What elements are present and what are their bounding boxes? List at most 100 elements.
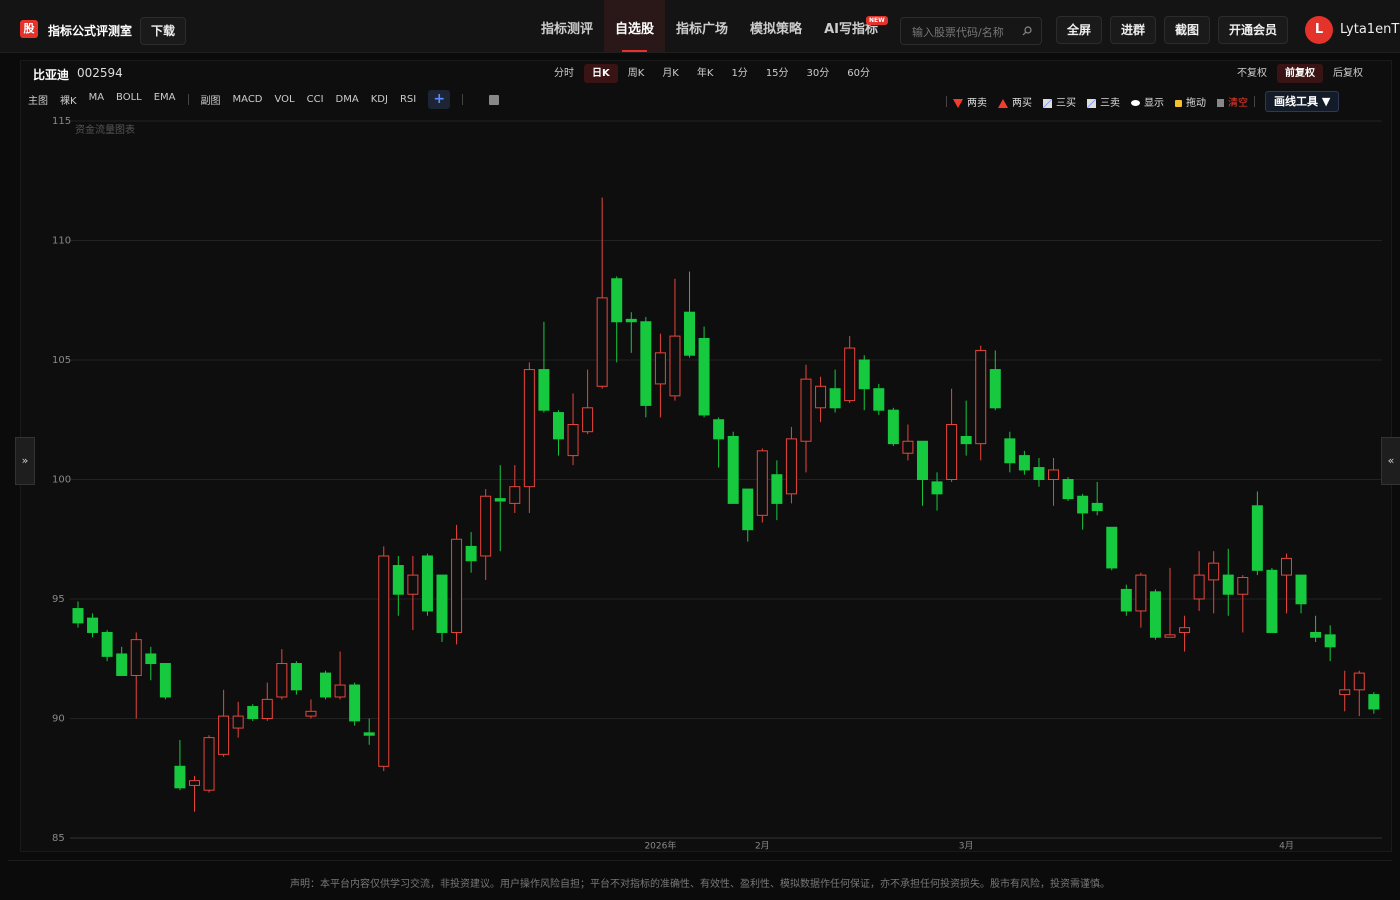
draw-tool-button[interactable]: 画线工具 ▼ [1265, 91, 1340, 112]
candle-body [742, 488, 754, 531]
period-tab[interactable]: 分时 [554, 68, 574, 79]
stock-code: 002594 [77, 66, 123, 80]
nav-item[interactable]: 指标测评 [541, 22, 594, 37]
candle-body [87, 617, 99, 633]
adjust-tabs: 不复权 前复权 后复权 [1229, 64, 1371, 83]
y-tick-label: 100 [52, 475, 71, 486]
sub-label: 副图 [200, 96, 221, 107]
candle-body [800, 378, 812, 442]
candle-body [756, 450, 768, 516]
candle-body [349, 684, 361, 722]
logo[interactable]: 股 [20, 20, 38, 38]
stock-name: 比亚迪 [33, 68, 70, 82]
header-buttons: 全屏 进群 截图 开通会员 [1056, 16, 1289, 44]
candle-body [785, 438, 797, 495]
candle-body [1106, 526, 1118, 569]
nav-item[interactable]: AI写指标 [824, 22, 878, 37]
candle-body [1120, 588, 1132, 612]
candle-body [1193, 574, 1205, 600]
candle-body [392, 565, 404, 595]
header-button[interactable]: 截图 [1164, 16, 1211, 44]
search-box[interactable]: 输入股票代码/名称 [900, 17, 1042, 45]
indicator[interactable]: 裸K [60, 96, 77, 107]
save-icon[interactable] [489, 94, 500, 105]
candle-body [815, 385, 827, 409]
footer-divider [8, 860, 1392, 861]
header-button[interactable]: 全屏 [1056, 16, 1103, 44]
period-tab[interactable]: 30分 [806, 68, 830, 79]
tool[interactable]: 清空 [1217, 94, 1248, 109]
main-indicators: 裸K MA BOLL EMA [60, 92, 176, 107]
new-badge: NEW [866, 16, 888, 25]
indicator[interactable]: MACD [232, 94, 263, 105]
tool[interactable]: 两卖 [953, 94, 987, 109]
nav-item[interactable]: 指标广场 [676, 22, 729, 37]
period-tab[interactable]: 日K [584, 64, 618, 83]
candle-body [1339, 689, 1351, 696]
separator [187, 94, 189, 105]
period-tab[interactable]: 周K [627, 68, 645, 79]
sub-indicators: MACD VOL CCI DMA KDJ RSI [233, 94, 417, 105]
indicator[interactable]: VOL [274, 94, 295, 105]
tool[interactable]: 三买 [1043, 94, 1076, 109]
indicator[interactable]: EMA [153, 92, 176, 103]
candle-body [1237, 576, 1249, 595]
candle-body [1266, 569, 1278, 633]
candle-body [436, 574, 448, 633]
candle-body [101, 631, 113, 657]
header-button[interactable]: 进群 [1110, 16, 1157, 44]
nav-item[interactable]: 自选股 [604, 0, 666, 52]
candle-body [421, 555, 433, 612]
period-tab[interactable]: 月K [662, 68, 679, 79]
candle-body [1091, 502, 1103, 512]
period-tab[interactable]: 年K [696, 68, 714, 79]
candle-body [582, 407, 594, 433]
left-handle[interactable]: » [15, 437, 35, 485]
username[interactable]: Lyta1enT [1340, 22, 1400, 37]
nav-item[interactable]: 模拟策略 [750, 22, 803, 37]
avatar[interactable]: L [1305, 16, 1333, 44]
candle-body [887, 409, 899, 445]
period-tab[interactable]: 15分 [765, 68, 789, 79]
nav: 指标测评 自选股 指标广场 模拟策略 AI写指标 [530, 0, 889, 52]
right-handle[interactable]: « [1381, 437, 1400, 485]
header: 股 指标公式评测室 下载 指标测评 自选股 指标广场 模拟策略 AI写指标 NEW 输入… [0, 0, 1400, 53]
candle-body [116, 653, 128, 676]
search-placeholder: 输入股票代码/名称 [912, 26, 1004, 39]
adjust-tab[interactable]: 不复权 [1237, 68, 1267, 79]
candle-body [713, 419, 725, 440]
candle-body [145, 653, 157, 665]
indicator[interactable]: CCI [306, 94, 324, 105]
x-tick-label: 2026年 [644, 840, 676, 852]
indicator[interactable]: BOLL [116, 92, 142, 103]
tools-row: 两卖 两买 三买 三卖 显示 拖动 清空 画线工具 ▼ [946, 91, 1340, 112]
indicator[interactable]: DMA [335, 94, 359, 105]
candle-body [247, 706, 259, 719]
y-tick-label: 105 [52, 355, 71, 366]
candle-body [1004, 438, 1016, 464]
tool[interactable]: 显示 [1131, 94, 1164, 109]
period-tab[interactable]: 60分 [847, 68, 871, 79]
indicator[interactable]: MA [88, 92, 105, 103]
tool[interactable]: 拖动 [1175, 94, 1206, 109]
site-title[interactable]: 指标公式评测室 [48, 24, 133, 38]
download-button[interactable]: 下载 [140, 17, 187, 45]
header-button[interactable]: 开通会员 [1218, 16, 1289, 44]
separator [946, 96, 947, 107]
indicator[interactable]: KDJ [370, 94, 388, 105]
candle-body [1062, 479, 1074, 500]
tool[interactable]: 两买 [998, 94, 1032, 109]
candle-body [378, 555, 390, 767]
tools: 两卖 两买 三买 三卖 显示 拖动 清空 [953, 94, 1248, 109]
indicator[interactable]: RSI [399, 94, 417, 105]
candle-body [1179, 627, 1191, 633]
candle-body [494, 498, 506, 502]
tool[interactable]: 三卖 [1087, 94, 1120, 109]
adjust-tab[interactable]: 后复权 [1333, 68, 1363, 79]
period-tabs: 分时 日K 周K 月K 年K 1分 15分 30分 60分 [546, 64, 878, 83]
add-indicator[interactable]: + [428, 90, 451, 109]
period-tab[interactable]: 1分 [731, 68, 748, 79]
adjust-tab[interactable]: 前复权 [1277, 64, 1323, 83]
candle-body [684, 311, 696, 356]
candle-body [1295, 574, 1307, 605]
